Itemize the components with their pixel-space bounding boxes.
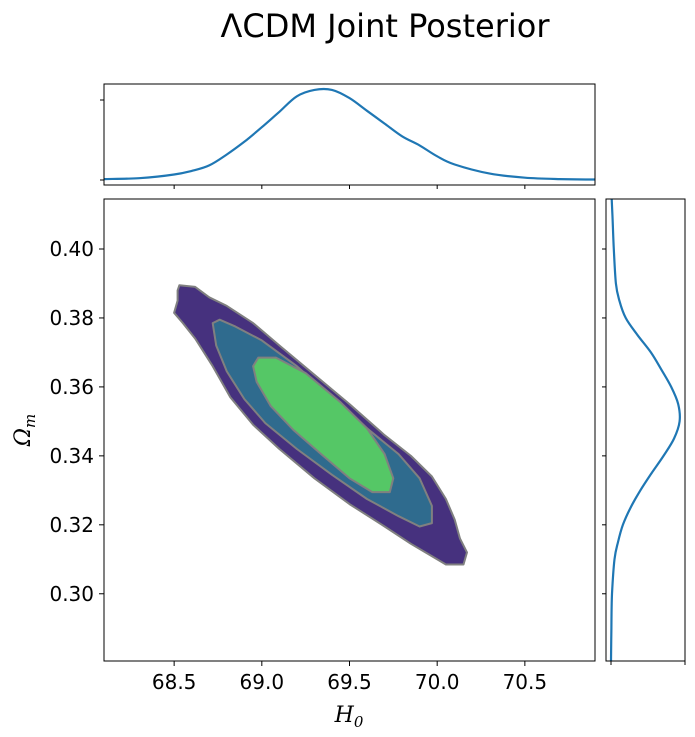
y-axis-label: Ωm: [11, 414, 39, 447]
y-tick-label: 0.32: [49, 513, 94, 537]
joint-posterior-panel: 68.5 69.0 69.5 70.0 70.5 0.300.320.340.360.3…: [49, 198, 596, 694]
y-tick-label: 0.38: [49, 306, 94, 330]
chart-title: ΛCDM Joint Posterior: [221, 7, 551, 45]
marginal-x-curve: [103, 87, 596, 181]
marginal-y-panel: [602, 198, 686, 665]
marginal-x-ticks: [100, 99, 526, 189]
marginal-y-curve: [609, 198, 681, 662]
x-tick-label: 70.5: [503, 670, 548, 694]
contour-group: [173, 284, 468, 566]
marginal-y-ticks: [602, 248, 686, 665]
x-tick-label: 70.0: [415, 670, 460, 694]
y-tick-label: 0.34: [49, 444, 94, 468]
y-tick-label: 0.30: [49, 582, 94, 606]
y-axis-label-group: Ωm: [11, 414, 39, 447]
marginal-x-panel: [100, 83, 596, 189]
x-tick-label: 69.0: [240, 670, 285, 694]
x-tick-label: 69.5: [327, 670, 372, 694]
x-axis-label: H0: [334, 703, 364, 731]
contour-inner: [252, 356, 395, 494]
x-tick-label: 68.5: [152, 670, 197, 694]
y-axis-ticks: 0.30 0.32 0.34 0.36 0.38 0.40: [49, 237, 104, 606]
x-axis-ticks: 68.5 69.0 69.5 70.0 70.5: [152, 661, 547, 694]
marginal-y-frame: [605, 198, 686, 662]
y-tick-label: 0.40: [49, 237, 94, 261]
y-tick-label: 0.36: [49, 375, 94, 399]
